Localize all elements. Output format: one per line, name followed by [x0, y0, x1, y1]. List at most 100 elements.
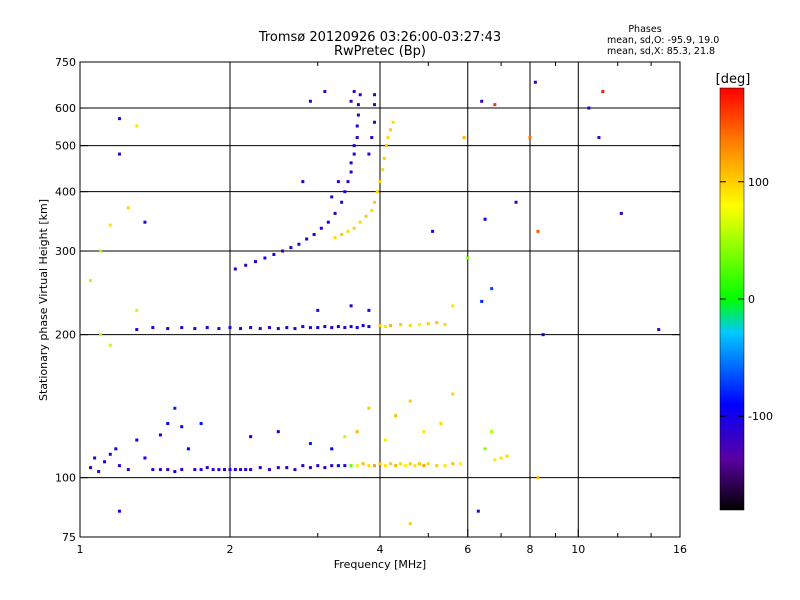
scatter-point	[346, 229, 350, 233]
colorbar-tick-label: -100	[748, 410, 773, 423]
scatter-point	[343, 464, 347, 468]
scatter-point	[193, 327, 197, 331]
scatter-point	[367, 308, 371, 312]
scatter-points	[89, 80, 661, 526]
x-tick-label: 6	[464, 543, 471, 556]
scatter-point	[323, 466, 327, 470]
scatter-point	[373, 103, 377, 107]
scatter-point	[336, 464, 340, 468]
colorbar-tick-label: 100	[748, 176, 769, 189]
scatter-point	[426, 462, 430, 466]
scatter-point	[263, 256, 267, 260]
scatter-point	[117, 509, 121, 513]
scatter-point	[399, 462, 403, 466]
scatter-point	[373, 200, 377, 204]
scatter-point	[367, 325, 371, 329]
scatter-point	[431, 229, 435, 233]
scatter-point	[158, 468, 162, 472]
scatter-point	[267, 468, 271, 472]
scatter-point	[89, 279, 93, 283]
scatter-point	[316, 308, 320, 312]
scatter-point	[249, 468, 253, 472]
scatter-point	[383, 438, 387, 442]
scatter-point	[233, 468, 237, 472]
scatter-point	[483, 447, 487, 451]
gridlines	[80, 62, 680, 537]
scatter-point	[358, 220, 362, 224]
scatter-point	[375, 190, 379, 194]
scatter-point	[316, 326, 320, 330]
scatter-point	[505, 454, 509, 458]
scatter-point	[308, 326, 312, 330]
scatter-point	[597, 136, 601, 140]
scatter-point	[193, 468, 197, 472]
scatter-point	[323, 90, 327, 94]
scatter-point	[443, 323, 447, 327]
scatter-point	[253, 260, 257, 264]
scatter-point	[333, 211, 337, 215]
scatter-point	[528, 136, 532, 140]
scatter-point	[108, 223, 112, 227]
scatter-point	[408, 324, 412, 328]
scatter-point	[352, 152, 356, 156]
scatter-point	[272, 252, 276, 256]
scatter-point	[217, 468, 221, 472]
scatter-point	[422, 430, 426, 434]
scatter-point	[383, 325, 387, 329]
scatter-point	[319, 226, 323, 230]
scatter-point	[386, 136, 390, 140]
scatter-point	[228, 468, 232, 472]
scatter-point	[336, 325, 340, 329]
scatter-point	[258, 466, 262, 470]
scatter-point	[330, 447, 334, 451]
y-tick-label: 300	[55, 245, 76, 258]
scatter-point	[383, 464, 387, 468]
scatter-point	[143, 220, 147, 224]
x-tick-label: 10	[571, 543, 585, 556]
scatter-point	[435, 321, 439, 325]
y-tick-label: 100	[55, 472, 76, 485]
colorbar-label: [deg]	[716, 72, 751, 87]
scatter-point	[312, 233, 316, 237]
scatter-point	[378, 324, 382, 328]
scatter-point	[480, 99, 484, 103]
scatter-point	[297, 242, 301, 246]
scatter-point	[356, 113, 360, 117]
scatter-point	[426, 322, 430, 326]
scatter-point	[276, 466, 280, 470]
scatter-point	[373, 93, 377, 97]
scatter-point	[483, 217, 487, 221]
scatter-point	[276, 327, 280, 331]
scatter-point	[356, 103, 360, 107]
scatter-point	[330, 326, 334, 330]
scatter-point	[173, 406, 177, 410]
scatter-point	[458, 462, 462, 466]
scatter-point	[233, 267, 237, 271]
scatter-point	[343, 190, 347, 194]
x-tick-label: 8	[527, 543, 534, 556]
scatter-point	[293, 327, 297, 331]
scatter-point	[199, 422, 203, 426]
scatter-point	[476, 509, 480, 513]
scatter-point	[355, 326, 359, 330]
scatter-point	[355, 124, 359, 128]
scatter-point	[349, 304, 353, 308]
scatter-point	[249, 435, 253, 439]
scatter-point	[117, 152, 121, 156]
y-axis-label: Stationary phase Virtual Height [km]	[37, 199, 50, 401]
scatter-point	[394, 414, 398, 418]
scatter-point	[301, 464, 305, 468]
scatter-point	[108, 343, 112, 347]
scatter-point	[367, 406, 371, 410]
scatter-point	[217, 327, 221, 331]
x-tick-label: 2	[227, 543, 234, 556]
scatter-point	[587, 106, 591, 110]
scatter-point	[199, 468, 203, 472]
scatter-point	[349, 161, 353, 165]
scatter-point	[97, 470, 101, 474]
scatter-point	[490, 287, 494, 291]
scatter-point	[343, 326, 347, 330]
scatter-point	[158, 433, 162, 437]
scatter-point	[408, 462, 412, 466]
scatter-point	[493, 458, 497, 462]
